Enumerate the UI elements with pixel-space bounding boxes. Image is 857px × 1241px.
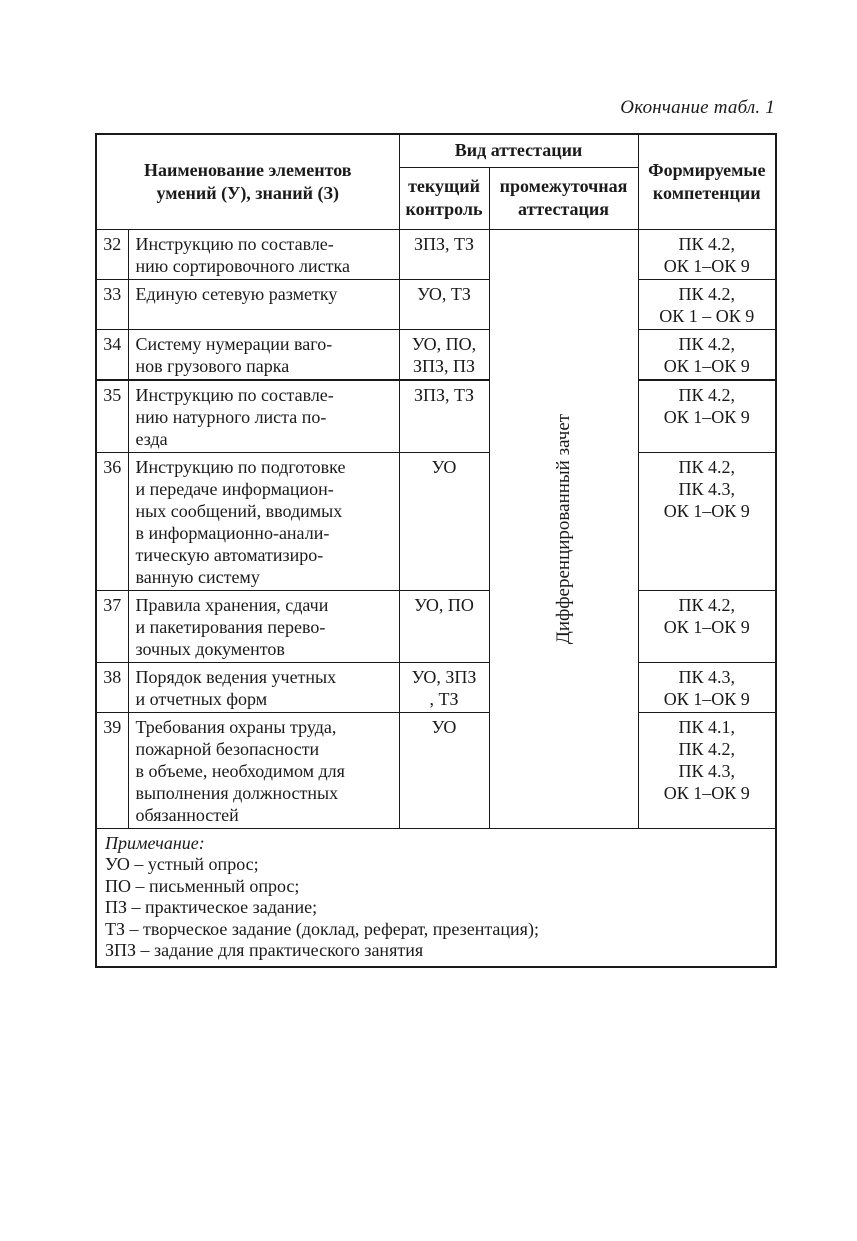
table-row: 32 Инструкцию по составле- нию сортирово… [95, 228, 777, 829]
row-number-cell: 34 [95, 328, 129, 381]
table-row: 34 Систему нумерации ваго- нов грузового… [95, 328, 777, 381]
element-name-cell: Единую сетевую разметку [127, 278, 400, 330]
table-row: 36 Инструкцию по подготовке и передаче и… [95, 451, 777, 591]
note-line-uo: УО – устный опрос; [105, 854, 259, 874]
notes-row: Примечание: УО – устный опрос; ПО – пись… [95, 827, 777, 967]
header-elements-name: Наименование элементов умений (У), знани… [95, 133, 400, 230]
competencies-cell: ПК 4.2, ОК 1 – ОК 9 [637, 278, 777, 330]
element-name-cell: Требования охраны труда, пожарной безопа… [127, 711, 400, 829]
element-name-cell: Систему нумерации ваго- нов грузового па… [127, 328, 400, 381]
current-control-cell: УО [398, 451, 490, 591]
element-name-cell: Инструкцию по подготовке и передаче инфо… [127, 451, 400, 591]
header-intermediate-attestation: промежуточная аттестация [488, 166, 639, 230]
competencies-cell: ПК 4.2, ОК 1–ОК 9 [637, 328, 777, 381]
competencies-cell: ПК 4.1, ПК 4.2, ПК 4.3, ОК 1–ОК 9 [637, 711, 777, 829]
row-number-cell: 33 [95, 278, 129, 330]
row-number-cell: 35 [95, 379, 129, 453]
table-row: 35 Инструкцию по составле- нию натурного… [95, 379, 777, 453]
competencies-cell: ПК 4.2, ОК 1–ОК 9 [637, 379, 777, 453]
element-name-cell: Инструкцию по составле- нию натурного ли… [127, 379, 400, 453]
element-name-cell: Инструкцию по составле- нию сортировочно… [127, 228, 400, 280]
notes-cell: Примечание: УО – устный опрос; ПО – пись… [95, 827, 777, 967]
competencies-cell: ПК 4.2, ПК 4.3, ОК 1–ОК 9 [637, 451, 777, 591]
note-line-zpz: ЗПЗ – задание для практического занятия [105, 940, 424, 960]
competencies-cell: ПК 4.2, ОК 1–ОК 9 [637, 589, 777, 663]
row-number-cell: 39 [95, 711, 129, 829]
notes-title: Примечание: [105, 832, 205, 853]
differentiated-credit-label: Дифференцированный зачет [552, 413, 574, 644]
row-number-cell: 37 [95, 589, 129, 663]
row-number-cell: 32 [95, 228, 129, 280]
table-row: 38 Порядок ведения учетных и отчетных фо… [95, 661, 777, 713]
table-row: 33 Единую сетевую разметку УО, ТЗ ПК 4.2… [95, 278, 777, 330]
current-control-cell: УО [398, 711, 490, 829]
note-line-tz: ТЗ – творческое задание (доклад, реферат… [105, 918, 539, 939]
table-continuation-caption: Окончание табл. 1 [620, 97, 775, 118]
attestation-table: Наименование элементов умений (У), знани… [95, 133, 778, 968]
competencies-cell: ПК 4.2, ОК 1–ОК 9 [637, 228, 777, 280]
header-competencies: Формируемые компетенции [637, 133, 777, 230]
element-name-cell: Порядок ведения учетных и отчетных форм [127, 661, 400, 713]
current-control-cell: ЗПЗ, ТЗ [398, 228, 490, 280]
row-number-cell: 38 [95, 661, 129, 713]
intermediate-attestation-cell: Дифференцированный зачет [488, 228, 639, 829]
current-control-cell: ЗПЗ, ТЗ [398, 379, 490, 453]
current-control-cell: УО, ТЗ [398, 278, 490, 330]
table-row: 39 Требования охраны труда, пожарной без… [95, 711, 777, 829]
note-line-po: ПО – письменный опрос; [105, 875, 300, 896]
header-attestation-type: Вид аттестации [398, 133, 639, 168]
header-current-control: текущий контроль [398, 166, 490, 230]
current-control-cell: УО, ПО, ЗПЗ, ПЗ [398, 328, 490, 381]
note-line-pz: ПЗ – практическое задание; [105, 897, 318, 917]
row-number-cell: 36 [95, 451, 129, 591]
current-control-cell: УО, ЗПЗ , ТЗ [398, 661, 490, 713]
table-row: 37 Правила хранения, сдачи и пакетирован… [95, 589, 777, 663]
element-name-cell: Правила хранения, сдачи и пакетирования … [127, 589, 400, 663]
current-control-cell: УО, ПО [398, 589, 490, 663]
competencies-cell: ПК 4.3, ОК 1–ОК 9 [637, 661, 777, 713]
